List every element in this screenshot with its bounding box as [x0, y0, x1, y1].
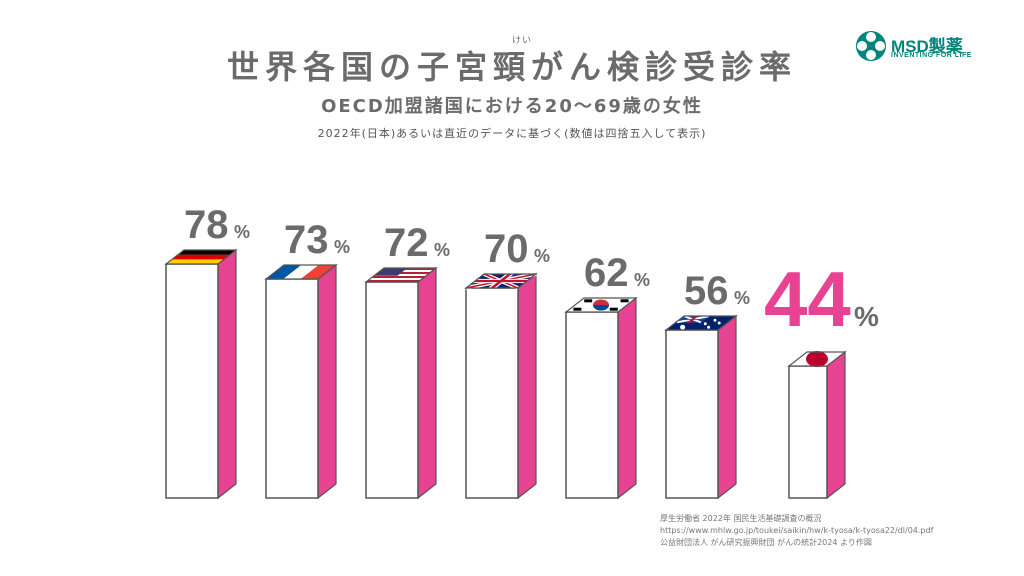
value-label: 72 [384, 221, 429, 265]
flag-australia-icon [666, 315, 736, 330]
unit-label: % [434, 240, 450, 260]
chart-title: 世界各国の子宮頸がん検診受診率 [226, 48, 797, 86]
unit-label: % [234, 222, 250, 242]
flag-uk-icon [465, 272, 537, 290]
data-note: 2022年(日本)あるいは直近のデータに基づく(数値は四捨五入して表示) [317, 127, 707, 140]
logo-tagline: INVENTING FOR LIFE [891, 52, 972, 59]
bar-side [317, 263, 337, 500]
bar-front [165, 263, 219, 499]
source-notes: 厚生労働省 2022年 国民生活基礎調査の概況 https://www.mhlw… [660, 513, 933, 549]
bar-australia: 56% [664, 269, 750, 500]
bar-side [717, 314, 737, 500]
unit-label: % [634, 270, 650, 290]
logo-name: MSD製薬 [891, 37, 963, 56]
bar-front [565, 311, 619, 499]
bar-japan: 44% [764, 255, 879, 500]
bar-front [365, 281, 419, 499]
source-line: https://www.mhlw.go.jp/toukei/saikin/hw/… [660, 526, 934, 535]
bar-uk: 70% [464, 227, 550, 500]
bar-south-korea: 62% [564, 251, 650, 500]
bar-usa: 72% [364, 221, 450, 500]
value-label: 73 [284, 218, 329, 262]
value-label: 62 [584, 251, 629, 295]
title-ruby: けい [512, 36, 533, 46]
unit-label: % [534, 246, 550, 266]
unit-label: % [854, 301, 879, 332]
bar-side [417, 266, 437, 500]
bar-front [665, 329, 719, 499]
value-label: 70 [484, 227, 529, 271]
bar-front [465, 287, 519, 499]
flag-germany-icon [166, 250, 236, 264]
chart-subtitle: OECD加盟諸国における20～69歳の女性 [321, 96, 703, 117]
bar-france: 73% [264, 218, 350, 500]
bar-side [826, 350, 846, 500]
value-label: 78 [184, 203, 229, 247]
value-label: 44 [764, 255, 851, 343]
unit-label: % [334, 237, 350, 257]
source-line: 公益財団法人 がん研究振興財団 がんの統計2024 より作図 [660, 538, 872, 547]
flag-france-icon [266, 265, 336, 279]
bar-front [265, 278, 319, 499]
bar-side [617, 296, 637, 500]
bar-side [217, 248, 237, 500]
unit-label: % [734, 288, 750, 308]
msd-logo-mark-icon [856, 31, 886, 61]
bar-front [788, 365, 828, 499]
bar-side [517, 272, 537, 500]
bar-germany: 78% [164, 203, 250, 500]
msd-logo: MSD製薬 INVENTING FOR LIFE [855, 30, 995, 70]
flag-south-korea-icon [566, 298, 636, 312]
source-line: 厚生労働省 2022年 国民生活基礎調査の概況 [660, 514, 822, 523]
value-label: 56 [684, 269, 729, 313]
